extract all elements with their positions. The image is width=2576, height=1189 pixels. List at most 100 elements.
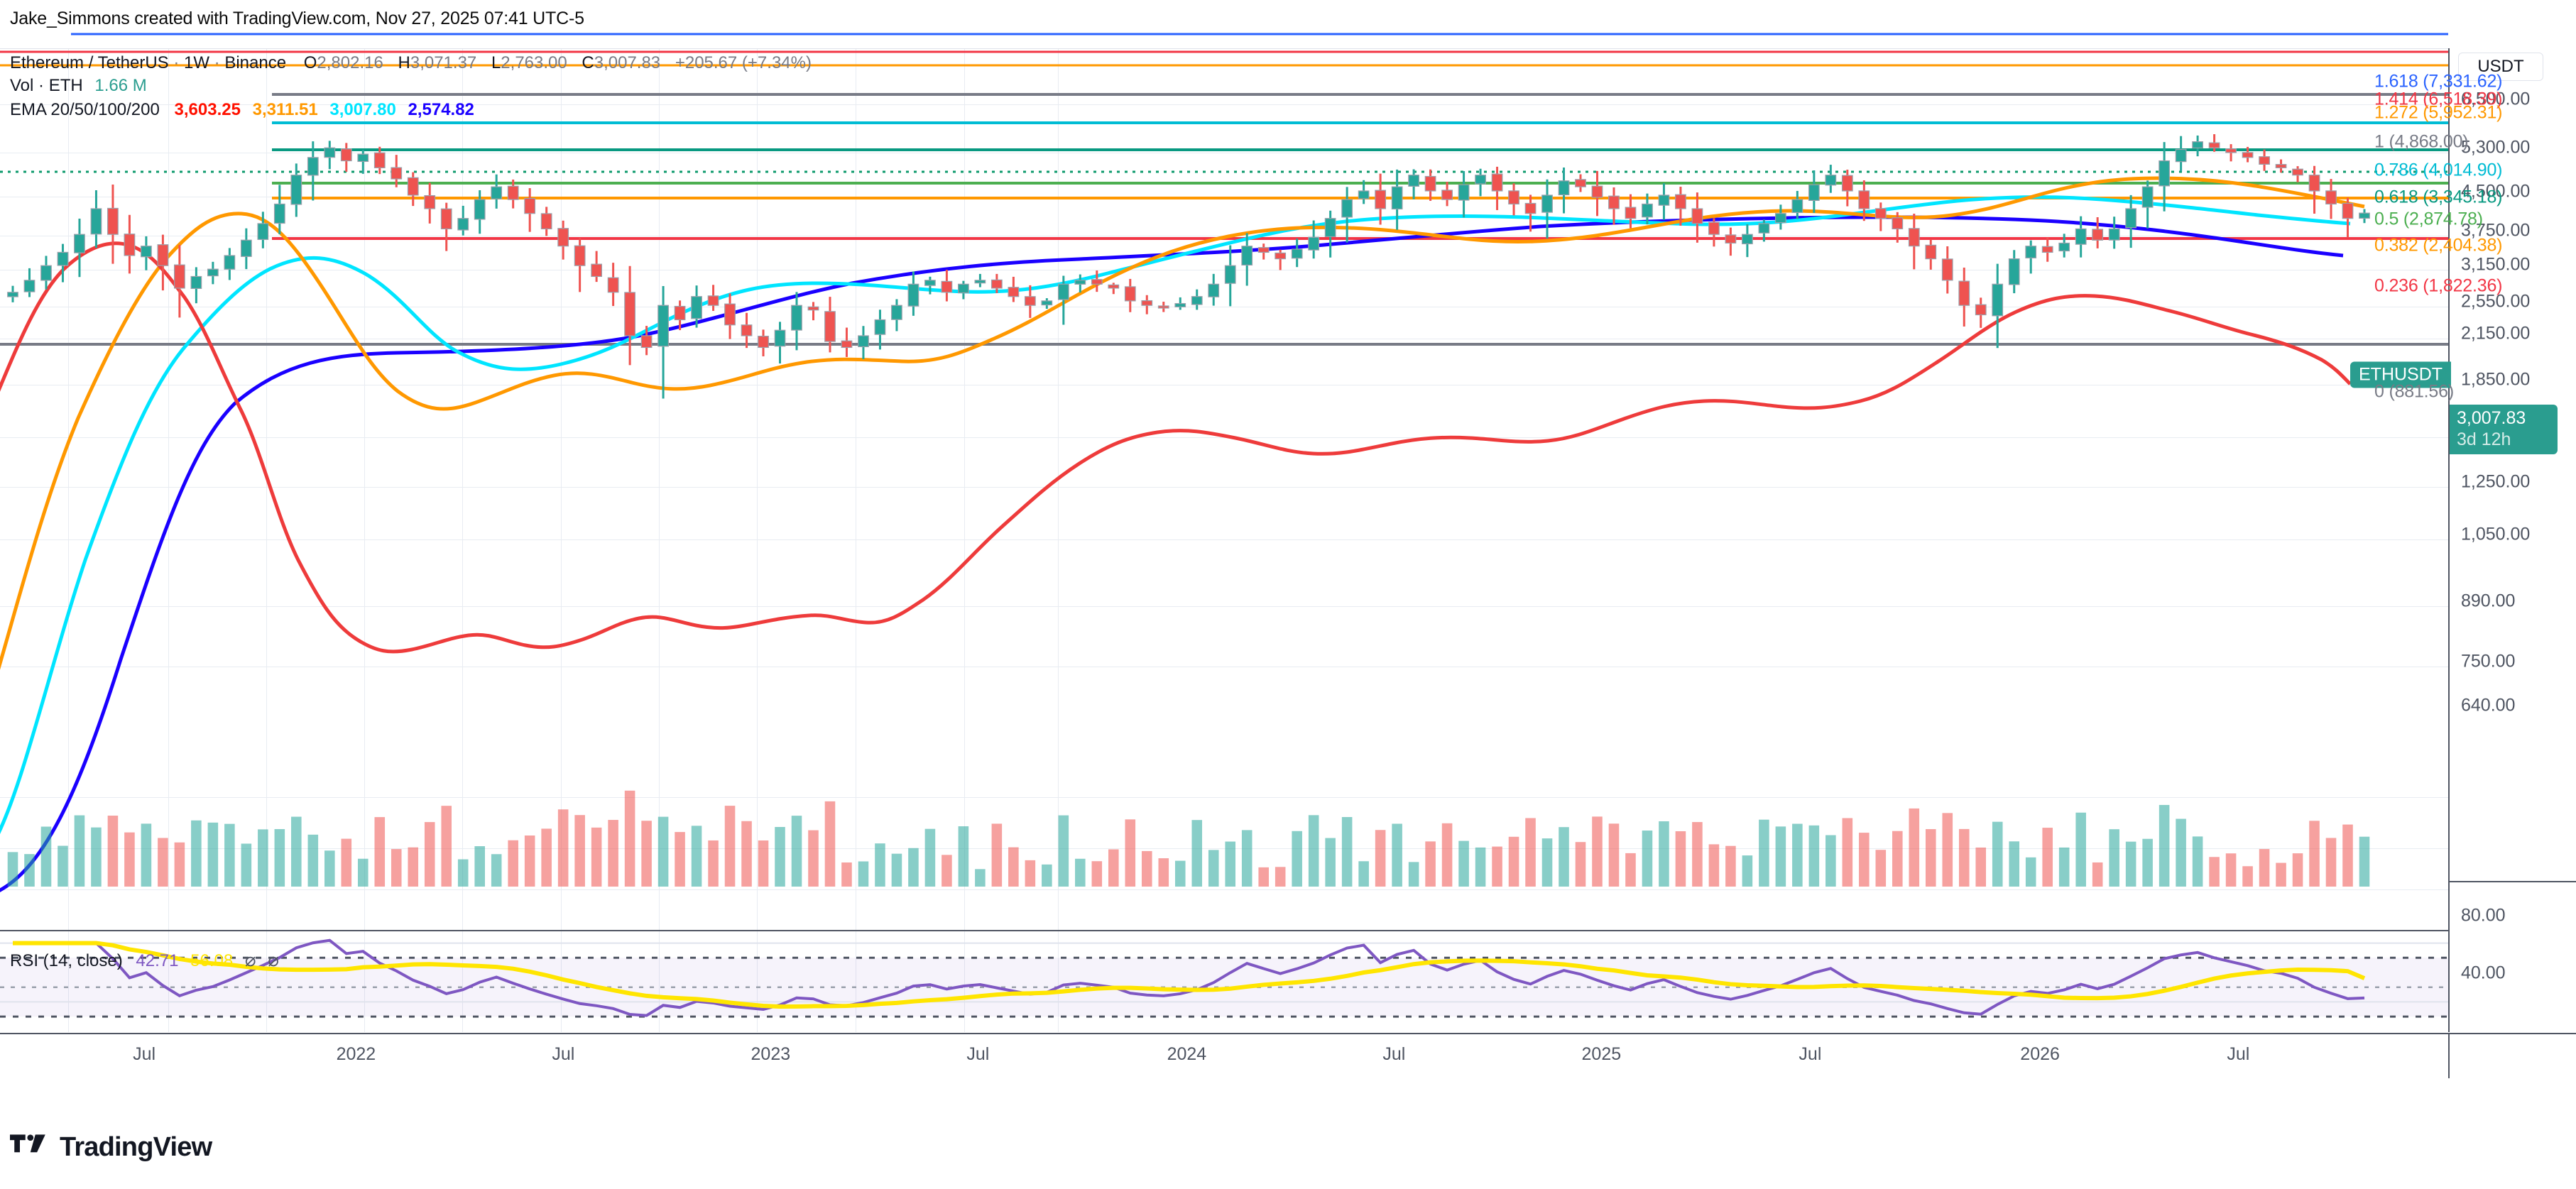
rsi-legend-na-2: ⌀ [268, 949, 279, 970]
gridline-vertical [964, 49, 965, 1032]
legend-close-value: 3,007.83 [594, 53, 661, 72]
fib-label-1-414: 1.414 (6,518.39) [2374, 89, 2503, 109]
legend-exchange[interactable]: Binance [224, 53, 287, 72]
fib-label-0-618: 0.618 (3,345.18) [2374, 187, 2503, 207]
gridline-vertical [266, 49, 267, 1032]
legend-low-value: 2,763.00 [501, 53, 567, 72]
gridline-horizontal [0, 848, 2448, 849]
time-axis-tick: Jul [966, 1044, 990, 1064]
time-axis-tick: Jul [552, 1044, 575, 1064]
tradingview-branding: TradingView [10, 1132, 212, 1163]
price-axis-tick: 2,550.00 [2461, 291, 2531, 312]
legend-close-key: C [582, 53, 594, 72]
gridline-horizontal [0, 606, 2448, 607]
legend-open-value: 2,802.16 [317, 53, 383, 72]
legend-change: +205.67 (+7.34%) [675, 53, 812, 72]
gridline-vertical [757, 49, 758, 1032]
time-axis-tick: Jul [1382, 1044, 1406, 1064]
fib-label-0-786: 0.786 (4,014.90) [2374, 160, 2503, 180]
pane-divider [2450, 881, 2576, 882]
legend-symbol[interactable]: Ethereum / TetherUS [10, 53, 169, 72]
price-pane[interactable] [0, 33, 2448, 927]
gridline-vertical [462, 49, 463, 1032]
legend-volume-value: 1.66 M [94, 76, 147, 95]
fib-label-0-236: 0.236 (1,822.36) [2374, 275, 2503, 296]
price-axis-tick: 640.00 [2461, 695, 2516, 716]
gridline-vertical [659, 49, 660, 1032]
price-axis-tick: 5,300.00 [2461, 137, 2531, 158]
fib-label-0-382: 0.382 (2,404.38) [2374, 235, 2503, 256]
gridline-vertical [68, 49, 69, 1032]
price-axis-tick: 3,750.00 [2461, 220, 2531, 241]
time-axis-divider [2448, 1034, 2450, 1078]
gridline-vertical [1058, 49, 1059, 1032]
time-axis-tick: Jul [133, 1044, 156, 1064]
legend-high-key: H [398, 53, 410, 72]
gridline-horizontal [0, 797, 2448, 798]
rsi-legend: RSI (14, close) 42.71 56.08 ⌀ ⌀ [10, 950, 279, 971]
fib-label-0: 0 (881.56) [2374, 381, 2454, 402]
price-axis-tick: 6,500.00 [2461, 89, 2531, 109]
price-axis-tick: 1,250.00 [2461, 471, 2531, 492]
current-price-value: 3,007.83 [2457, 408, 2526, 428]
legend-main-row: Ethereum / TetherUS · 1W · Binance O2,80… [10, 53, 812, 74]
price-axis-tick: 4,500.00 [2461, 181, 2531, 202]
legend-separator-2: · [209, 53, 225, 72]
time-axis-tick: Jul [2227, 1044, 2250, 1064]
legend-ema-label[interactable]: EMA 20/50/100/200 [10, 100, 160, 119]
time-axis-tick: 2025 [1581, 1044, 1622, 1064]
rsi-pane[interactable] [0, 930, 2448, 1033]
legend-ema20-value: 3,603.25 [174, 100, 241, 119]
gridline-horizontal [0, 889, 2448, 890]
legend-open-key: O [303, 53, 317, 72]
gridline-horizontal [0, 437, 2448, 438]
chart-legend: Ethereum / TetherUS · 1W · Binance O2,80… [10, 53, 812, 121]
gridline-horizontal [0, 487, 2448, 488]
legend-volume-row: Vol · ETH 1.66 M [10, 75, 812, 97]
fib-label-1-272: 1.272 (5,952.31) [2374, 102, 2503, 123]
tradingview-logo-icon [10, 1134, 45, 1152]
legend-ema-row: EMA 20/50/100/200 3,603.25 3,311.51 3,00… [10, 99, 812, 121]
legend-volume-label[interactable]: Vol · ETH [10, 76, 83, 95]
time-axis-tick: Jul [1799, 1044, 1822, 1064]
legend-ema200-value: 2,574.82 [408, 100, 474, 119]
symbol-tag: ETHUSDT [2350, 361, 2452, 388]
bar-countdown: 3d 12h [2457, 429, 2511, 449]
legend-low-key: L [491, 53, 501, 72]
gridline-vertical [561, 49, 562, 1032]
price-axis-tick: 1,050.00 [2461, 524, 2531, 544]
time-axis-tick: 2024 [1167, 1044, 1207, 1064]
legend-separator-1: · [168, 53, 184, 72]
tradingview-wordmark: TradingView [60, 1132, 212, 1162]
current-price-badge[interactable]: 3,007.83 3d 12h [2450, 405, 2558, 454]
price-axis[interactable]: USDT 6,500.00 5,300.00 4,500.00 3,750.00 3,1… [2448, 48, 2576, 1032]
time-axis-tick: 2022 [336, 1044, 376, 1064]
legend-ema100-value: 3,007.80 [329, 100, 396, 119]
candlestick-series [7, 134, 2370, 887]
rsi-legend-value: 42.71 [136, 951, 179, 970]
time-axis-tick: 2026 [2020, 1044, 2060, 1064]
fib-label-1: 1 (4,868.00) [2374, 131, 2469, 152]
legend-interval[interactable]: 1W [184, 53, 209, 72]
gridline-vertical [364, 49, 365, 1032]
legend-ema50-value: 3,311.51 [252, 100, 318, 119]
rsi-series [0, 938, 2448, 1018]
price-axis-tick: 2,150.00 [2461, 323, 2531, 344]
chart-plot-area[interactable] [0, 33, 2448, 1033]
attribution-text: Jake_Simmons created with TradingView.co… [10, 9, 584, 28]
price-axis-currency: USDT [2458, 53, 2543, 81]
gridline-horizontal [0, 539, 2448, 540]
price-axis-tick: 750.00 [2461, 651, 2516, 672]
price-axis-tick: 890.00 [2461, 591, 2516, 611]
rsi-axis-tick: 80.00 [2461, 905, 2506, 926]
rsi-legend-ma-value: 56.08 [190, 951, 234, 970]
time-axis[interactable]: Jul 2022 Jul 2023 Jul 2024 Jul 2025 Jul 2026 Jul [0, 1033, 2576, 1078]
fib-label-0-5: 0.5 (2,874.78) [2374, 209, 2483, 229]
legend-high-value: 3,071.37 [410, 53, 477, 72]
rsi-legend-na-1: ⌀ [244, 949, 256, 970]
fib-label-1-618: 1.618 (7,331.62) [2374, 71, 2503, 92]
gridline-horizontal [0, 104, 2448, 105]
rsi-legend-name[interactable]: RSI (14, close) [10, 951, 123, 970]
gridline-vertical [168, 49, 169, 1032]
